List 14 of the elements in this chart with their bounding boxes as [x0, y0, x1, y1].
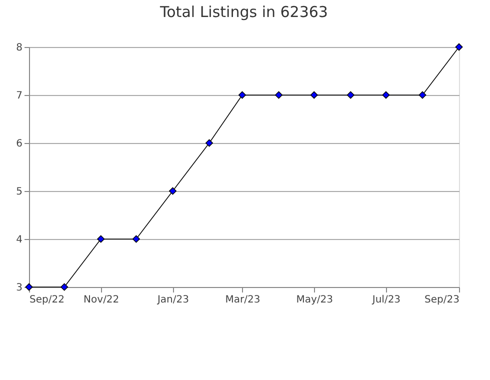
x-tick-label: Sep/22 — [30, 294, 64, 306]
x-tick-label: Mar/23 — [225, 294, 260, 306]
y-tick-label: 6 — [16, 138, 22, 150]
x-tick-label: Jul/23 — [371, 294, 401, 306]
y-tick-label: 7 — [16, 90, 22, 102]
y-tick-label: 8 — [16, 42, 22, 54]
y-tick-label: 4 — [16, 234, 22, 246]
y-tick-label: 5 — [16, 186, 22, 198]
x-tick-label: Nov/22 — [84, 294, 120, 306]
chart-title: Total Listings in 62363 — [159, 3, 328, 21]
y-tick-label: 3 — [16, 282, 22, 294]
x-tick-label: May/23 — [296, 294, 333, 306]
x-tick-label: Jan/23 — [156, 294, 189, 306]
x-tick-label: Sep/23 — [424, 294, 460, 306]
